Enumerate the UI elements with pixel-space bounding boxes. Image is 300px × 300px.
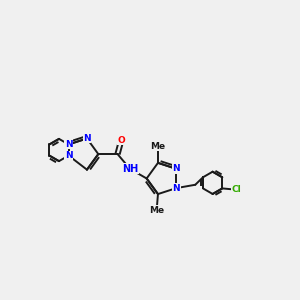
Text: N: N xyxy=(65,151,72,160)
Text: NH: NH xyxy=(122,164,138,174)
Text: O: O xyxy=(117,136,125,145)
Text: N: N xyxy=(172,164,180,173)
Text: Me: Me xyxy=(149,206,164,215)
Text: Me: Me xyxy=(150,142,166,151)
Text: N: N xyxy=(83,134,91,143)
Text: Cl: Cl xyxy=(232,185,242,194)
Text: N: N xyxy=(172,184,180,193)
Text: N: N xyxy=(65,140,72,149)
